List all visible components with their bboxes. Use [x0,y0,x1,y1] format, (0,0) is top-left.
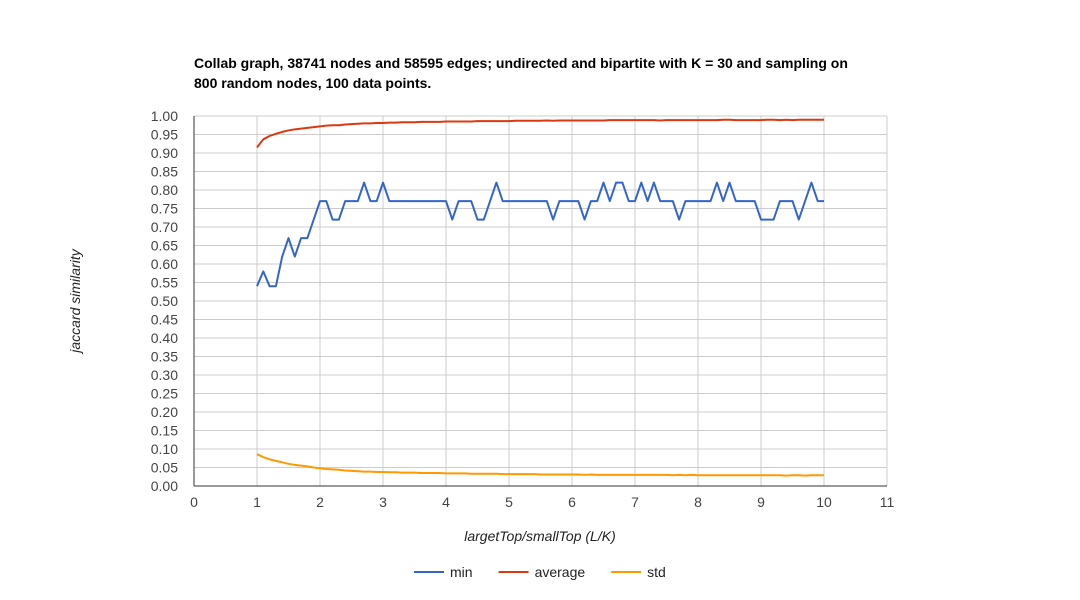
x-tick-label: 2 [316,494,324,510]
series-lines [256,118,824,477]
x-tick-label: 6 [568,494,576,510]
chart-title-line-2: 800 random nodes, 100 data points. [194,75,431,91]
y-tick-label: 0.85 [151,164,178,180]
x-tick-label: 8 [694,494,702,510]
legend-item-std: std [611,564,666,580]
y-axis-ticks: 0.00 0.05 0.10 0.15 0.20 0.25 0.30 0.35 0.40 0.45… [151,108,178,494]
chart-title-line-1: Collab graph, 38741 nodes and 58595 edge… [194,55,848,71]
y-tick-label: 0.10 [151,441,178,457]
y-tick-label: 0.95 [151,127,178,143]
y-tick-label: 0.80 [151,182,178,198]
legend-item-average: average [498,564,586,580]
x-tick-label: 11 [880,494,895,510]
y-tick-label: 0.15 [151,423,178,439]
y-tick-label: 0.55 [151,275,178,291]
x-axis-ticks: 0 1 2 3 4 5 6 7 8 9 10 11 [190,494,894,510]
y-tick-label: 1.00 [151,108,178,124]
x-axis-title: largetTop/smallTop (L/K) [464,528,615,544]
legend-label-min: min [450,564,473,580]
y-tick-label: 0.50 [151,293,178,309]
x-tick-label: 7 [631,494,639,510]
x-tick-label: 5 [505,494,513,510]
x-tick-label: 9 [757,494,765,510]
y-tick-label: 0.40 [151,330,178,346]
x-tick-label: 10 [816,494,832,510]
y-tick-label: 0.45 [151,312,178,328]
y-tick-label: 0.20 [151,404,178,420]
y-tick-label: 0.25 [151,386,178,402]
y-tick-label: 0.30 [151,367,178,383]
legend-label-average: average [535,564,586,580]
y-tick-label: 0.90 [151,145,178,161]
y-tick-label: 0.75 [151,201,178,217]
series-line-std [256,453,824,477]
y-tick-label: 0.35 [151,349,178,365]
y-tick-label: 0.60 [151,256,178,272]
grid [193,115,888,487]
series-line-average [256,118,824,149]
axes [193,116,887,487]
legend: min average std [414,564,666,580]
legend-item-min: min [414,564,473,580]
y-tick-label: 0.00 [151,478,178,494]
x-tick-label: 1 [253,494,261,510]
series-line-min [256,181,824,288]
x-tick-label: 0 [190,494,198,510]
y-tick-label: 0.05 [151,460,178,476]
y-tick-label: 0.70 [151,219,178,235]
x-tick-label: 3 [379,494,387,510]
x-tick-label: 4 [442,494,450,510]
y-axis-title: jaccard similarity [67,248,83,354]
legend-label-std: std [647,564,666,580]
y-tick-label: 0.65 [151,238,178,254]
